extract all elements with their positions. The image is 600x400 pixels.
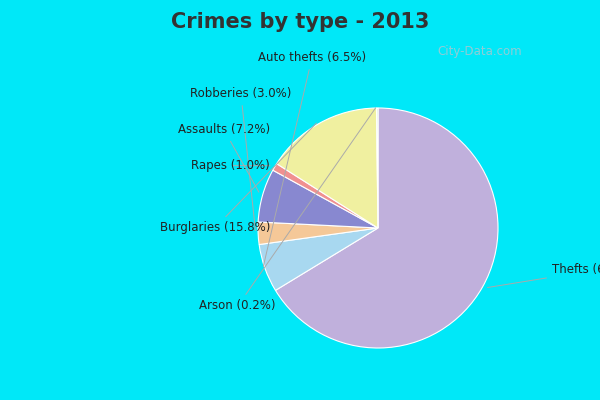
Wedge shape — [277, 108, 378, 228]
Wedge shape — [258, 170, 378, 228]
Text: Robberies (3.0%): Robberies (3.0%) — [190, 87, 292, 231]
Text: Crimes by type - 2013: Crimes by type - 2013 — [171, 12, 429, 32]
Text: City-Data.com: City-Data.com — [437, 46, 523, 58]
Text: Burglaries (15.8%): Burglaries (15.8%) — [160, 123, 316, 234]
Text: Auto thefts (6.5%): Auto thefts (6.5%) — [258, 51, 366, 266]
Wedge shape — [275, 108, 498, 348]
Text: Rapes (1.0%): Rapes (1.0%) — [191, 159, 270, 172]
Wedge shape — [376, 108, 378, 228]
Text: Assaults (7.2%): Assaults (7.2%) — [178, 123, 270, 192]
Wedge shape — [258, 222, 378, 244]
Wedge shape — [259, 228, 378, 290]
Wedge shape — [273, 164, 378, 228]
Text: Thefts (66.3%): Thefts (66.3%) — [487, 264, 600, 288]
Text: Arson (0.2%): Arson (0.2%) — [199, 108, 376, 312]
